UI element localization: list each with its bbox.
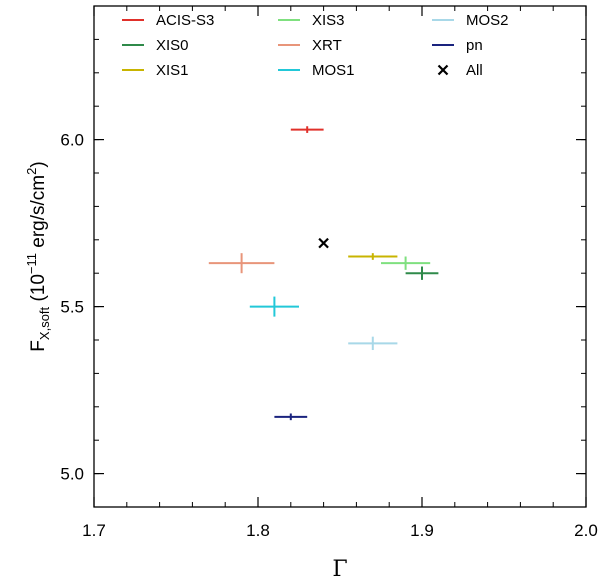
major-ticks — [93, 6, 587, 507]
legend-label: MOS2 — [466, 12, 509, 29]
legend-item-xis3: XIS3 — [278, 12, 345, 29]
y-axis-title-unit-exponent: 2 — [24, 168, 39, 175]
legend-item-xis0: XIS0 — [122, 37, 189, 54]
y-tick-label: 5.0 — [60, 465, 84, 484]
legend-label: pn — [466, 37, 483, 54]
data-point-xis3 — [381, 256, 431, 270]
data-point-mos1 — [249, 296, 299, 317]
data-point-acis-s3 — [290, 126, 324, 133]
x-tick-label: 2.0 — [574, 521, 598, 540]
y-tick-label: 6.0 — [60, 131, 84, 150]
y-tick-labels: 5.0 5.5 6.0 — [60, 131, 84, 484]
x-tick-label: 1.8 — [246, 521, 270, 540]
legend-item-xis1: XIS1 — [122, 62, 189, 79]
plot-frame — [93, 5, 587, 508]
y-axis-title-close: ) — [28, 161, 49, 167]
minor-ticks — [93, 5, 587, 508]
x-tick-label: 1.9 — [410, 521, 434, 540]
legend-item-pn: pn — [432, 37, 483, 54]
legend-marker — [437, 64, 449, 76]
y-axis-title-unit: erg/s/cm — [28, 175, 49, 253]
data-point-xis1 — [348, 253, 398, 260]
legend-label: MOS1 — [312, 62, 355, 79]
x-axis-title: Γ — [332, 557, 347, 581]
y-axis-title-subscript: X,soft — [37, 306, 52, 340]
data-points — [208, 126, 439, 421]
legend-item-mos1: MOS1 — [278, 62, 355, 79]
legend-item-xrt: XRT — [278, 37, 342, 54]
legend-item-all: All — [437, 62, 483, 79]
legend-label: All — [466, 62, 483, 79]
data-point-pn — [274, 413, 308, 421]
y-axis-title-open: (10 — [28, 274, 49, 307]
data-point-xis0 — [405, 266, 439, 280]
legend-label: XIS1 — [156, 62, 189, 79]
y-tick-label: 5.5 — [60, 298, 84, 317]
data-point-xrt — [208, 253, 275, 274]
point-x-stroke — [318, 237, 329, 249]
legend-label: XIS3 — [312, 12, 345, 29]
legend-label: ACIS-S3 — [156, 12, 214, 29]
legend-label: XRT — [312, 37, 342, 54]
x-tick-labels: 1.7 1.8 1.9 2.0 — [82, 521, 598, 540]
legend-label: XIS0 — [156, 37, 189, 54]
x-tick-label: 1.7 — [82, 521, 106, 540]
legend-item-mos2: MOS2 — [432, 12, 509, 29]
y-axis-title-base: F — [28, 340, 49, 352]
y-axis-title-exponent: −11 — [24, 253, 39, 274]
legend: ACIS-S3 XIS0 XIS1 XIS3 XRT MOS1 MOS2 pn All — [122, 12, 509, 79]
legend-item-acis-s3: ACIS-S3 — [122, 12, 214, 29]
y-axis-title: FX,soft (10−11 erg/s/cm2) — [24, 161, 52, 351]
data-point-all — [318, 237, 329, 249]
data-point-mos2 — [348, 336, 398, 351]
